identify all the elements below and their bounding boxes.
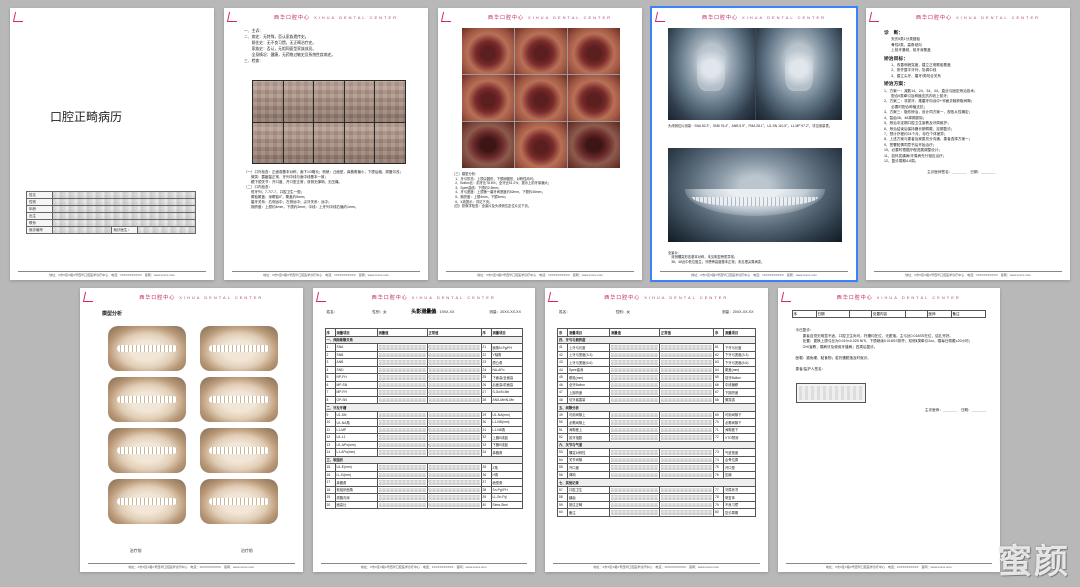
- face-photo-grid: [252, 80, 406, 164]
- page-footer: 地址：X市X区X路X号西华口腔医学诊疗中心 电话：1XXXXXXXXXX 官网：…: [446, 271, 634, 277]
- page-7-ceph-table[interactable]: 西华口腔中心XIHUA DENTAL CENTER 头影测量值 姓名：性别：女 …: [313, 288, 536, 572]
- brand-header: 西华口腔中心XIHUA DENTAL CENTER: [652, 14, 856, 24]
- brand-header: 西华口腔中心XIHUA DENTAL CENTER: [778, 294, 1001, 304]
- form-patient-head: 姓名：性别：女 出生日期：19XX-XX测量：20XX-XX-XX: [327, 310, 522, 315]
- ceph-xray-pair: [668, 28, 842, 120]
- logo-mark: [14, 12, 28, 26]
- page-footer: 地址：X市X区X路X号西华口腔医学诊疗中心 电话：1XXXXXXXXXX 官网：…: [660, 271, 848, 277]
- dental-model-grid: [108, 326, 278, 524]
- page-footer: 地址：X市X区X路X号西华口腔医学诊疗中心 电话：1XXXXXXXXXX 官网：…: [88, 563, 295, 569]
- brand-header: 西华口腔中心XIHUA DENTAL CENTER: [80, 294, 303, 304]
- patient-info-table: 姓名性别年龄出生联系就诊编号就诊医生：: [26, 191, 196, 234]
- ceph-measurement-table-2: 序测量项目测量值正常值序测量项目四、牙弓与拥挤度41上牙弓长度61下牙弓长度42…: [557, 328, 756, 517]
- brand-header: 西华口腔中心XIHUA DENTAL CENTER: [313, 294, 536, 304]
- page-footer: 地址：X市X区X路X号西华口腔医学诊疗中心 电话：1XXXXXXXXXX 官网：…: [786, 563, 993, 569]
- page-4-xray[interactable]: 西华口腔中心XIHUA DENTAL CENTER 头颅侧位片测量：SNA 82…: [652, 8, 856, 280]
- watermark: 蜜颜: [998, 534, 1070, 583]
- page-footer: 地址：X市X区X路X号西华口腔医学诊疗中心 电话：1XXXXXXXXXX 官网：…: [18, 271, 206, 277]
- page-footer: 地址：X市X区X路X号西华口腔医学诊疗中心 电话：1XXXXXXXXXX 官网：…: [232, 271, 420, 277]
- visit-header-row: 序日期处置内容医师备注: [792, 310, 987, 318]
- page-footer: 地址：X市X区X路X号西华口腔医学诊疗中心 电话：1XXXXXXXXXX 官网：…: [553, 563, 760, 569]
- thumbnail-row-2: 西华口腔中心XIHUA DENTAL CENTER 模型分析 治疗前治疗前 地址…: [0, 282, 1080, 580]
- page-5-plan[interactable]: 西华口腔中心XIHUA DENTAL CENTER 诊 断： 安氏Ⅱ类1分类错𬌗…: [866, 8, 1070, 280]
- intraoral-photo-grid: [462, 28, 620, 168]
- model-analysis-text: （三）模型分析： 1、牙弓形态：上颌尖圆形，下颌卵圆形，对称性尚可； 2、Bol…: [452, 172, 632, 209]
- form-patient-head: 姓名：性别：女 测量：20XX-XX-XX: [559, 310, 754, 315]
- page-footer: 地址：X市X区X路X号西华口腔医学诊疗中心 电话：1XXXXXXXXXX 官网：…: [874, 271, 1062, 277]
- brand-header: 西华口腔中心XIHUA DENTAL CENTER: [224, 14, 428, 24]
- lateral-ceph: [668, 28, 755, 120]
- brand-header: 西华口腔中心XIHUA DENTAL CENTER: [438, 14, 642, 24]
- model-captions: 治疗前治疗前: [80, 548, 303, 554]
- history-text: 一、主诉：二、病史：无特殊，否认家族遗传史。 既往史：无不良习惯，无正畸治疗史。…: [244, 28, 416, 64]
- page-footer: 地址：X市X区X路X号西华口腔医学诊疗中心 电话：1XXXXXXXXXX 官网：…: [321, 563, 528, 569]
- page-1-cover[interactable]: 口腔正畸病历 姓名性别年龄出生联系就诊编号就诊医生： 地址：X市X区X路X号西华…: [10, 8, 214, 280]
- pa-ceph: [756, 28, 843, 120]
- thumbnail-row-1: 口腔正畸病历 姓名性别年龄出生联系就诊编号就诊医生： 地址：X市X区X路X号西华…: [0, 0, 1080, 282]
- panoramic-xray: [668, 148, 842, 242]
- treatment-plan-text: 诊 断： 安氏Ⅱ类1分类错𬌗 骨性Ⅱ类，高角倾向 上前牙唇倾，前牙深覆盖矫治目标…: [884, 28, 1058, 175]
- exam-text: （一）口外检查：正面观基本对称，面下1/3略长；侧貌：凸面型，鼻唇角偏小，下颌后…: [244, 170, 416, 210]
- pano-findings-text: 全景片： 双侧髁突形态基本对称，未见明显骨质异常； 38、48近中低位阻生；牙槽…: [668, 251, 844, 265]
- page-8-ceph-table-2[interactable]: 西华口腔中心XIHUA DENTAL CENTER 姓名：性别：女 测量：20X…: [545, 288, 768, 572]
- signature-box: [796, 383, 866, 403]
- brand-header: 西华口腔中心XIHUA DENTAL CENTER: [545, 294, 768, 304]
- ceph-measurement-table: 序测量项目测量值正常值序测量项目一、颅面骨骼关系1SNA82±321面角N-Pg…: [325, 328, 524, 509]
- page-2-history[interactable]: 西华口腔中心XIHUA DENTAL CENTER 一、主诉：二、病史：无特殊，…: [224, 8, 428, 280]
- page-6-models[interactable]: 西华口腔中心XIHUA DENTAL CENTER 模型分析 治疗前治疗前 地址…: [80, 288, 303, 572]
- model-analysis-title: 模型分析: [102, 310, 122, 317]
- page-9-progress-note[interactable]: 西华口腔中心XIHUA DENTAL CENTER 序日期处置内容医师备注 今日…: [778, 288, 1001, 572]
- ceph-measurement-text: 头颅侧位片测量：SNA 82.3°，SNB 76.4°，ANB 5.9°，FMA…: [668, 124, 844, 129]
- doc-title: 口腔正畸病历: [50, 108, 122, 125]
- progress-note-text: 今日复诊： 患者自觉无明显不适，口腔卫生尚可，托槽均在位，无脱落。主弓丝0.01…: [796, 328, 987, 414]
- page-3-intraoral[interactable]: 西华口腔中心XIHUA DENTAL CENTER （三）模型分析： 1、牙弓形…: [438, 8, 642, 280]
- brand-header: 西华口腔中心XIHUA DENTAL CENTER: [866, 14, 1070, 24]
